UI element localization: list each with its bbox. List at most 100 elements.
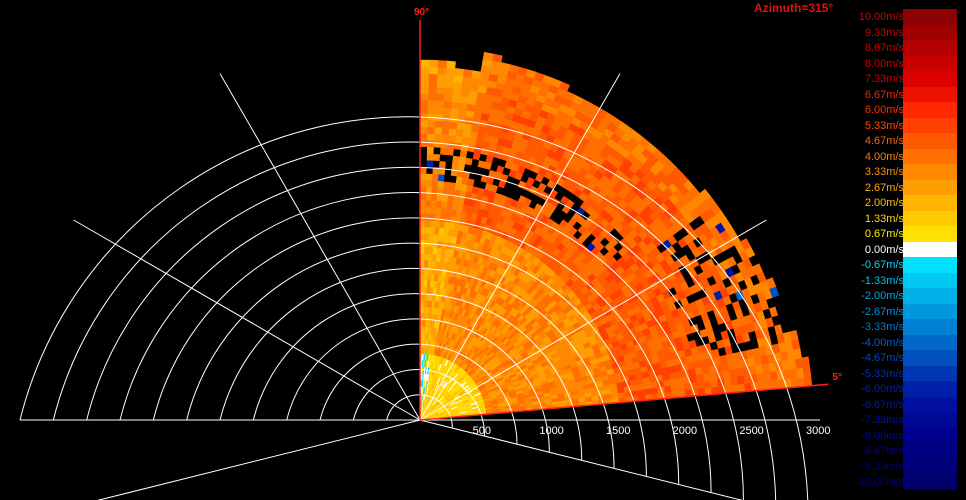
velocity-cell bbox=[427, 93, 437, 101]
colorbar-label: -0.67m/s bbox=[861, 259, 904, 271]
colorbar-swatch bbox=[903, 133, 957, 149]
velocity-cell bbox=[440, 207, 447, 216]
colorbar-label: 8.00m/s bbox=[864, 57, 904, 70]
colorbar-label-row: -2.67m/s bbox=[846, 305, 904, 321]
colorbar-label: -2.67m/s bbox=[861, 305, 904, 318]
velocity-cell bbox=[425, 173, 433, 181]
velocity-cell bbox=[434, 206, 442, 215]
velocity-cell bbox=[439, 147, 448, 155]
velocity-cell bbox=[737, 383, 746, 393]
velocity-cell bbox=[449, 107, 459, 117]
velocity-cell bbox=[439, 214, 446, 222]
range-tick-label: 3000 bbox=[806, 425, 830, 437]
radial-spoke bbox=[73, 219, 421, 421]
range-tick-label: 500 bbox=[473, 425, 491, 437]
velocity-cell bbox=[419, 173, 427, 181]
colorbar-label: -4.67m/s bbox=[861, 352, 904, 364]
colorbar-swatch bbox=[903, 226, 957, 242]
velocity-cell bbox=[419, 133, 428, 141]
velocity-cell bbox=[433, 140, 442, 148]
colorbar-label-row: -8.00m/s bbox=[846, 429, 904, 445]
colorbar-label: -8.67m/s bbox=[861, 445, 904, 457]
colorbar-label-row: -1.33m/s bbox=[846, 274, 904, 290]
velocity-cell bbox=[430, 193, 438, 201]
velocity-cell bbox=[419, 126, 428, 134]
velocity-cell bbox=[450, 101, 460, 110]
colorbar-label-row: 4.67m/s bbox=[846, 134, 904, 150]
velocity-field bbox=[419, 51, 813, 421]
velocity-cell bbox=[437, 60, 448, 68]
velocity-cell bbox=[419, 79, 429, 88]
colorbar-swatch bbox=[903, 210, 957, 226]
velocity-cell bbox=[434, 120, 443, 128]
colorbar-label: 10.00m/s bbox=[858, 11, 904, 23]
velocity-cell bbox=[426, 119, 436, 128]
velocity-cell bbox=[433, 233, 439, 242]
velocity-cell bbox=[419, 199, 426, 208]
sector-angle-label: 5° bbox=[832, 372, 842, 383]
velocity-cell bbox=[445, 60, 456, 69]
velocity-cell bbox=[432, 153, 441, 162]
range-ring bbox=[19, 116, 809, 500]
velocity-cell bbox=[436, 66, 447, 75]
velocity-cell bbox=[446, 147, 455, 156]
velocity-cell bbox=[432, 146, 441, 155]
colorbar-label: -3.33m/s bbox=[861, 321, 904, 333]
velocity-cell bbox=[443, 87, 454, 96]
velocity-cell bbox=[452, 81, 463, 90]
velocity-cell bbox=[442, 180, 450, 189]
colorbar-label-row: -0.67m/s bbox=[846, 258, 904, 274]
velocity-cell bbox=[419, 93, 429, 101]
colorbar-label: -10.00m/s bbox=[855, 476, 904, 488]
velocity-cell bbox=[434, 220, 441, 228]
colorbar-label: 4.67m/s bbox=[864, 135, 904, 147]
velocity-cell bbox=[441, 120, 450, 129]
velocity-cell bbox=[797, 376, 806, 388]
colorbar-label: -4.00m/s bbox=[861, 336, 904, 349]
velocity-cell bbox=[452, 148, 461, 157]
velocity-cell bbox=[419, 179, 427, 188]
range-tick-label: 2500 bbox=[739, 425, 763, 437]
velocity-cell bbox=[445, 154, 454, 163]
velocity-cell bbox=[426, 133, 435, 141]
velocity-cell bbox=[435, 193, 443, 202]
velocity-cell bbox=[432, 159, 440, 168]
azimuth-label: Azimuth=315° bbox=[754, 1, 834, 15]
velocity-cell bbox=[427, 106, 436, 115]
range-ring bbox=[152, 217, 680, 485]
velocity-cell bbox=[436, 73, 447, 82]
velocity-cell bbox=[444, 160, 453, 169]
velocity-cell bbox=[424, 199, 432, 208]
velocity-cell bbox=[444, 73, 455, 82]
velocity-cell bbox=[423, 259, 429, 268]
colorbar-label-row: -4.00m/s bbox=[846, 336, 904, 352]
velocity-cell bbox=[697, 380, 706, 390]
velocity-cell bbox=[744, 382, 753, 392]
velocity-cell bbox=[730, 376, 739, 386]
range-ring bbox=[52, 141, 777, 500]
velocity-cell bbox=[440, 133, 449, 142]
velocity-cell bbox=[433, 226, 440, 235]
colorbar-swatch bbox=[903, 303, 957, 319]
velocity-cell bbox=[440, 127, 450, 136]
velocity-cell bbox=[430, 199, 437, 208]
velocity-cell bbox=[770, 379, 779, 390]
velocity-cell bbox=[428, 233, 435, 241]
colorbar-label: 0.67m/s bbox=[864, 228, 904, 240]
velocity-cell bbox=[451, 87, 462, 97]
velocity-cell bbox=[426, 273, 432, 281]
colorbar-swatch bbox=[903, 257, 957, 273]
colorbar-label-row: 4.00m/s bbox=[846, 150, 904, 166]
colorbar-swatch bbox=[903, 179, 957, 195]
velocity-cell bbox=[424, 213, 431, 221]
colorbar-swatch bbox=[903, 55, 957, 71]
colorbar-swatch bbox=[903, 272, 957, 288]
colorbar-label: -8.00m/s bbox=[861, 429, 904, 442]
velocity-cell bbox=[435, 100, 445, 108]
velocity-cell bbox=[422, 279, 428, 288]
colorbar-swatch bbox=[903, 86, 957, 102]
velocity-cell bbox=[433, 126, 443, 135]
colorbar-label: 6.00m/s bbox=[864, 104, 904, 116]
colorbar-label-row: -9.33m/s bbox=[846, 460, 904, 476]
colorbar-label-row: 6.00m/s bbox=[846, 103, 904, 119]
